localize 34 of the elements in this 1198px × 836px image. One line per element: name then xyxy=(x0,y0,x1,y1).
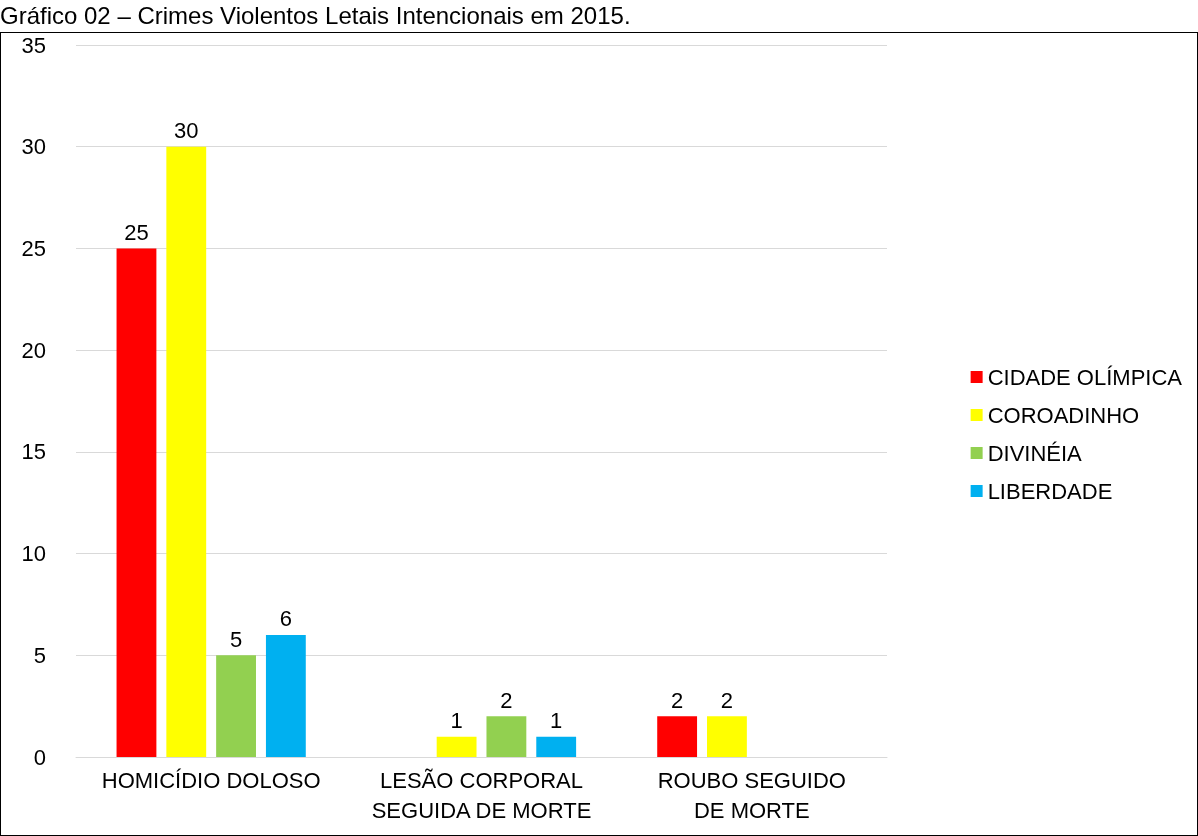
bar xyxy=(436,736,477,757)
y-tick-label: 25 xyxy=(21,235,46,261)
data-label: 25 xyxy=(124,219,149,245)
x-tick-label: LESÃO CORPORAL SEGUIDA DE MORTE xyxy=(371,767,592,823)
y-tick-label: 5 xyxy=(33,642,46,668)
data-label: 30 xyxy=(174,118,199,144)
y-tick-label: 20 xyxy=(21,337,46,363)
data-label: 1 xyxy=(450,708,463,734)
bar xyxy=(536,736,577,757)
bar xyxy=(265,634,306,757)
bar xyxy=(116,248,157,757)
y-tick-label: 35 xyxy=(21,32,46,58)
legend-label: LIBERDADE xyxy=(987,478,1113,504)
data-label: 2 xyxy=(500,687,513,713)
bar xyxy=(166,146,207,757)
y-tick-label: 10 xyxy=(21,541,46,567)
chart-title: Gráfico 02 – Crimes Violentos Letais Intencionais em 2015. xyxy=(0,1,631,31)
bar xyxy=(216,655,256,757)
data-label: 5 xyxy=(229,626,243,652)
y-tick-label: 15 xyxy=(21,439,46,465)
legend-label: CIDADE OLÍMPICA xyxy=(987,364,1183,390)
x-tick-label: ROUBO SEGUIDO DE MORTE xyxy=(657,767,846,823)
data-label: 2 xyxy=(720,687,734,713)
bar xyxy=(486,716,527,757)
legend-label: DIVINÉIA xyxy=(987,440,1083,466)
y-tick-label: 0 xyxy=(33,744,46,770)
data-label: 1 xyxy=(550,708,563,734)
x-tick-label: HOMICÍDIO DOLOSO xyxy=(101,767,321,793)
y-tick-label: 30 xyxy=(21,134,46,160)
legend-label: COROADINHO xyxy=(987,402,1140,428)
data-label: 6 xyxy=(279,606,292,632)
bar xyxy=(707,716,747,757)
bar xyxy=(657,716,698,757)
data-label: 2 xyxy=(671,687,684,713)
